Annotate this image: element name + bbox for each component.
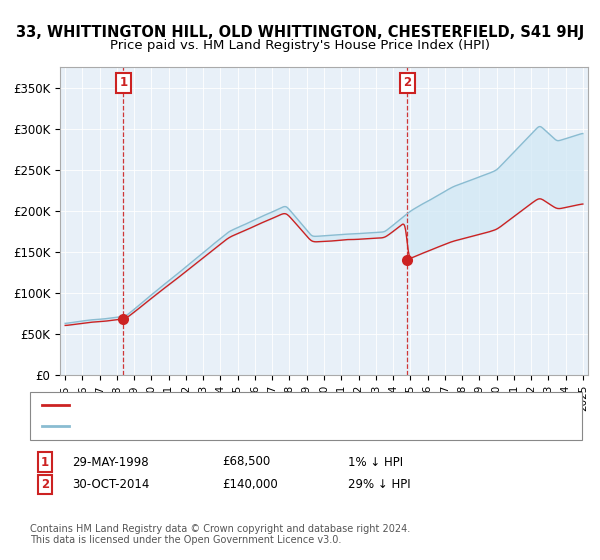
Text: 29-MAY-1998: 29-MAY-1998 bbox=[72, 455, 149, 469]
Text: 30-OCT-2014: 30-OCT-2014 bbox=[72, 478, 149, 491]
Text: 1% ↓ HPI: 1% ↓ HPI bbox=[348, 455, 403, 469]
Text: 29% ↓ HPI: 29% ↓ HPI bbox=[348, 478, 410, 491]
Text: £68,500: £68,500 bbox=[222, 455, 270, 469]
Text: 2: 2 bbox=[41, 478, 49, 491]
Text: 2: 2 bbox=[403, 76, 412, 89]
Text: Contains HM Land Registry data © Crown copyright and database right 2024.
This d: Contains HM Land Registry data © Crown c… bbox=[30, 524, 410, 545]
Text: Price paid vs. HM Land Registry's House Price Index (HPI): Price paid vs. HM Land Registry's House … bbox=[110, 39, 490, 52]
Text: 1: 1 bbox=[41, 455, 49, 469]
Text: 33, WHITTINGTON HILL, OLD WHITTINGTON, CHESTERFIELD, S41 9HJ: 33, WHITTINGTON HILL, OLD WHITTINGTON, C… bbox=[16, 25, 584, 40]
Text: 1: 1 bbox=[119, 76, 128, 89]
Text: £140,000: £140,000 bbox=[222, 478, 278, 491]
Text: 33, WHITTINGTON HILL, OLD WHITTINGTON, CHESTERFIELD, S41 9HJ (detached house): 33, WHITTINGTON HILL, OLD WHITTINGTON, C… bbox=[72, 400, 547, 410]
Text: HPI: Average price, detached house, Chesterfield: HPI: Average price, detached house, Ches… bbox=[72, 421, 341, 431]
